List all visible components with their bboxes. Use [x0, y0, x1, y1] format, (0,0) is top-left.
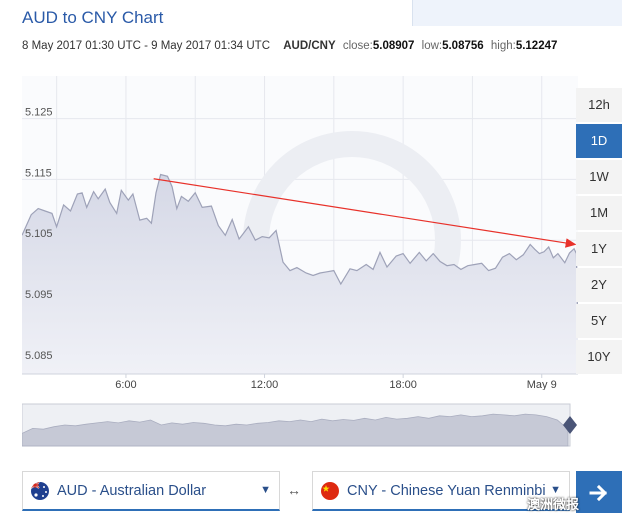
convert-go-button[interactable] — [576, 471, 622, 513]
x-tick-label: 6:00 — [115, 379, 136, 390]
low-label: low: — [421, 40, 443, 52]
range-tab-5y[interactable]: 5Y — [576, 304, 622, 338]
navigator-area — [21, 413, 569, 447]
navigator-chart[interactable] — [21, 400, 578, 450]
range-navigator[interactable] — [21, 400, 578, 450]
range-tab-1d[interactable]: 1D — [576, 124, 622, 158]
range-tab-1m[interactable]: 1M — [576, 196, 622, 230]
series-line — [22, 173, 578, 337]
arrow-right-icon — [589, 485, 608, 502]
china-flag-icon — [321, 481, 339, 500]
y-tick-label: 5.095 — [25, 289, 53, 301]
range-tab-10y[interactable]: 10Y — [576, 340, 622, 374]
main-chart-area[interactable]: 5.085 5.095 5.105 5.115 5.125 6:00 12:00 18:00 M… — [22, 72, 578, 390]
australia-flag-icon — [31, 481, 49, 500]
y-tick-label: 5.085 — [25, 350, 53, 362]
y-tick-label: 5.105 — [25, 228, 53, 240]
navigator-handle-icon — [563, 416, 577, 434]
high-value: 5.12247 — [515, 40, 558, 52]
close-value: 5.08907 — [372, 40, 415, 52]
range-tab-2y[interactable]: 2Y — [576, 268, 622, 302]
swap-currencies-button[interactable]: ↔ — [287, 482, 301, 498]
currency-pair: AUD/CNY — [283, 40, 336, 52]
high-label: high: — [490, 40, 516, 52]
x-tick-label: 12:00 — [251, 379, 279, 390]
series-area — [22, 174, 578, 374]
from-currency-select[interactable]: AUD - Australian Dollar ▼ — [22, 471, 280, 511]
page-title: AUD to CNY Chart — [22, 8, 164, 27]
top-right-panel — [412, 0, 622, 26]
x-tick-label: 18:00 — [389, 379, 417, 390]
period-range: 8 May 2017 01:30 UTC - 9 May 2017 01:34 … — [22, 40, 271, 52]
from-currency-label: AUD - Australian Dollar — [57, 482, 207, 499]
chevron-down-icon: ▼ — [260, 484, 271, 496]
to-currency-select[interactable]: CNY - Chinese Yuan Renminbi ▼ — [312, 471, 570, 511]
low-value: 5.08756 — [442, 40, 484, 52]
range-tab-1w[interactable]: 1W — [576, 160, 622, 194]
range-tabs: 12h 1D 1W 1M 1Y 2Y 5Y 10Y — [576, 88, 622, 376]
y-tick-label: 5.115 — [25, 167, 52, 179]
watermark-text: 澳洲微报 — [527, 497, 580, 512]
range-tab-1y[interactable]: 1Y — [576, 232, 622, 266]
range-tab-12h[interactable]: 12h — [576, 88, 622, 122]
price-chart[interactable]: 5.085 5.095 5.105 5.115 5.125 6:00 12:00 18:00 M… — [22, 72, 578, 390]
close-label: close: — [342, 40, 373, 52]
chart-summary: 8 May 2017 01:30 UTC - 9 May 2017 01:34 … — [22, 40, 557, 52]
to-currency-label: CNY - Chinese Yuan Renminbi — [347, 482, 546, 499]
y-tick-label: 5.125 — [25, 107, 53, 119]
x-tick-label: May 9 — [527, 379, 557, 390]
trend-arrow — [153, 178, 577, 248]
chevron-down-icon: ▼ — [550, 484, 561, 496]
